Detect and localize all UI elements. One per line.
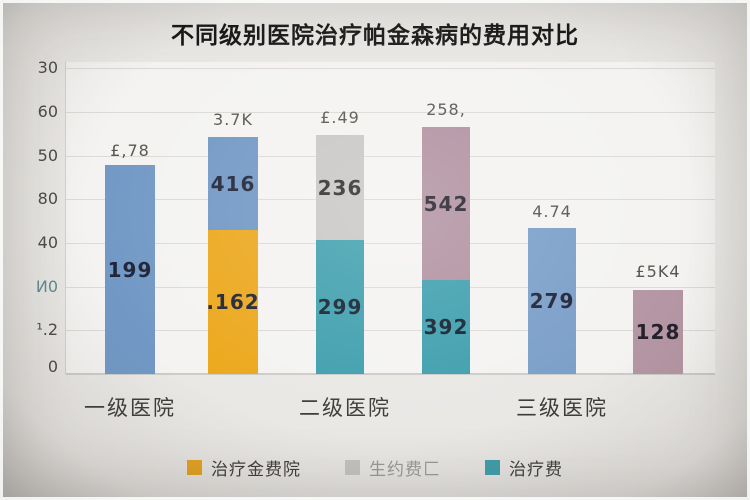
legend-swatch-gray — [345, 460, 360, 475]
y-tick-label: 80 — [37, 189, 58, 208]
bar-total-label: £.49 — [320, 108, 360, 127]
gridline — [66, 287, 715, 288]
legend-label: 治疗费 — [509, 460, 563, 480]
x-axis-line — [66, 373, 715, 375]
y-tick-label: 0 — [47, 357, 58, 376]
bar-segment: 392 — [422, 280, 470, 374]
bar-segment: 236 — [316, 135, 364, 240]
bar-segment: .162 — [206, 230, 259, 374]
bar-segment: 279 — [528, 228, 576, 374]
bar-segment: 299 — [316, 240, 364, 374]
bar-total-label: £5K4 — [635, 262, 681, 281]
bar-segment: 542 — [422, 127, 470, 280]
bar-total-label: 3.7K — [213, 110, 253, 129]
legend-label: 生约费匚 — [369, 460, 441, 480]
bar-segment: 128 — [633, 290, 683, 374]
bar-total-label: 4.74 — [532, 202, 572, 221]
y-tick-label: ¹.2 — [36, 320, 58, 339]
legend-item: 生约费匚 — [345, 455, 441, 480]
bar-segment: 199 — [105, 165, 155, 374]
legend-item: 治疗费 — [485, 455, 563, 480]
x-axis-label: 三级医院 — [516, 396, 608, 420]
legend-label: 治疗金费院 — [211, 460, 301, 480]
gridline — [66, 112, 715, 113]
chart-title: 不同级别医院治疗帕金森病的费用对比 — [171, 23, 579, 49]
gridline — [66, 330, 715, 331]
y-tick-label: 40 — [37, 233, 58, 252]
bar-total-label: £,78 — [110, 141, 150, 160]
gridline — [66, 243, 715, 244]
y-tick-label: 30 — [37, 58, 58, 77]
legend: 治疗金费院 生约费匚 治疗费 — [0, 455, 750, 480]
x-axis-label: 一级医院 — [84, 396, 176, 420]
y-tick-label: 50 — [37, 146, 58, 165]
y-tick-label: 60 — [37, 102, 58, 121]
gridline — [66, 199, 715, 200]
y-tick-label: И0 — [35, 277, 58, 296]
plot-area — [65, 62, 715, 375]
bar-segment: 416 — [208, 137, 258, 230]
legend-swatch-orange — [187, 460, 202, 475]
bar-total-label: 258, — [426, 100, 466, 119]
legend-swatch-teal — [485, 460, 500, 475]
gridline — [66, 68, 715, 69]
gridline — [66, 156, 715, 157]
legend-item: 治疗金费院 — [187, 455, 301, 480]
x-axis-label: 二级医院 — [299, 396, 391, 420]
